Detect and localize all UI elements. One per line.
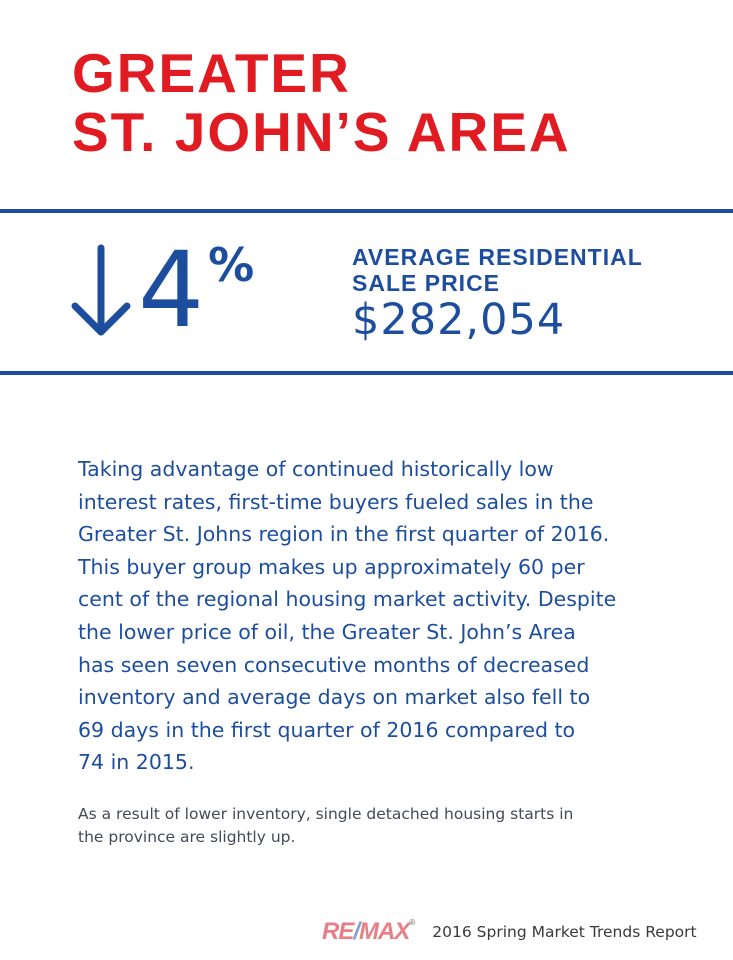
- bottom-divider: [0, 371, 733, 375]
- change-unit: %: [208, 238, 255, 292]
- summary-line: interest rates, first-time buyers fueled…: [78, 489, 594, 514]
- average-price: $282,054: [352, 295, 566, 345]
- remax-logo: RE/MAX®: [322, 918, 415, 945]
- footer: RE/MAX® 2016 Spring Market Trends Report: [322, 918, 697, 946]
- change-value: 4: [138, 229, 205, 351]
- note-line: the province are slightly up.: [78, 828, 296, 846]
- summary-line: the lower price of oil, the Greater St. …: [78, 619, 576, 644]
- page-title: GREATER ST. JOHN’S AREA: [72, 44, 571, 162]
- down-arrow-icon: [71, 244, 131, 336]
- price-change-stat: 4 %: [70, 229, 255, 351]
- stat-label-line-1: AVERAGE RESIDENTIAL: [352, 244, 643, 270]
- summary-line: 69 days in the first quarter of 2016 com…: [78, 717, 576, 742]
- summary-line: Taking advantage of continued historical…: [78, 457, 554, 481]
- summary-line: This buyer group makes up approximately …: [78, 554, 585, 579]
- stat-label-line-2: SALE PRICE: [352, 270, 501, 296]
- title-line-1: GREATER: [72, 42, 351, 104]
- market-summary: Taking advantage of continued historical…: [78, 453, 678, 779]
- title-line-2: ST. JOHN’S AREA: [72, 101, 571, 163]
- report-name: 2016 Spring Market Trends Report: [432, 923, 697, 941]
- top-divider: [0, 209, 733, 213]
- summary-line: Greater St. Johns region in the first qu…: [78, 522, 610, 547]
- summary-line: has seen seven consecutive months of dec…: [78, 652, 590, 677]
- housing-starts-note: As a result of lower inventory, single d…: [78, 803, 678, 849]
- summary-line: inventory and average days on market als…: [78, 685, 591, 710]
- stat-label: AVERAGE RESIDENTIAL SALE PRICE: [352, 244, 643, 296]
- summary-line: 74 in 2015.: [78, 750, 195, 775]
- summary-line: cent of the regional housing market acti…: [78, 587, 617, 612]
- note-line: As a result of lower inventory, single d…: [78, 805, 574, 823]
